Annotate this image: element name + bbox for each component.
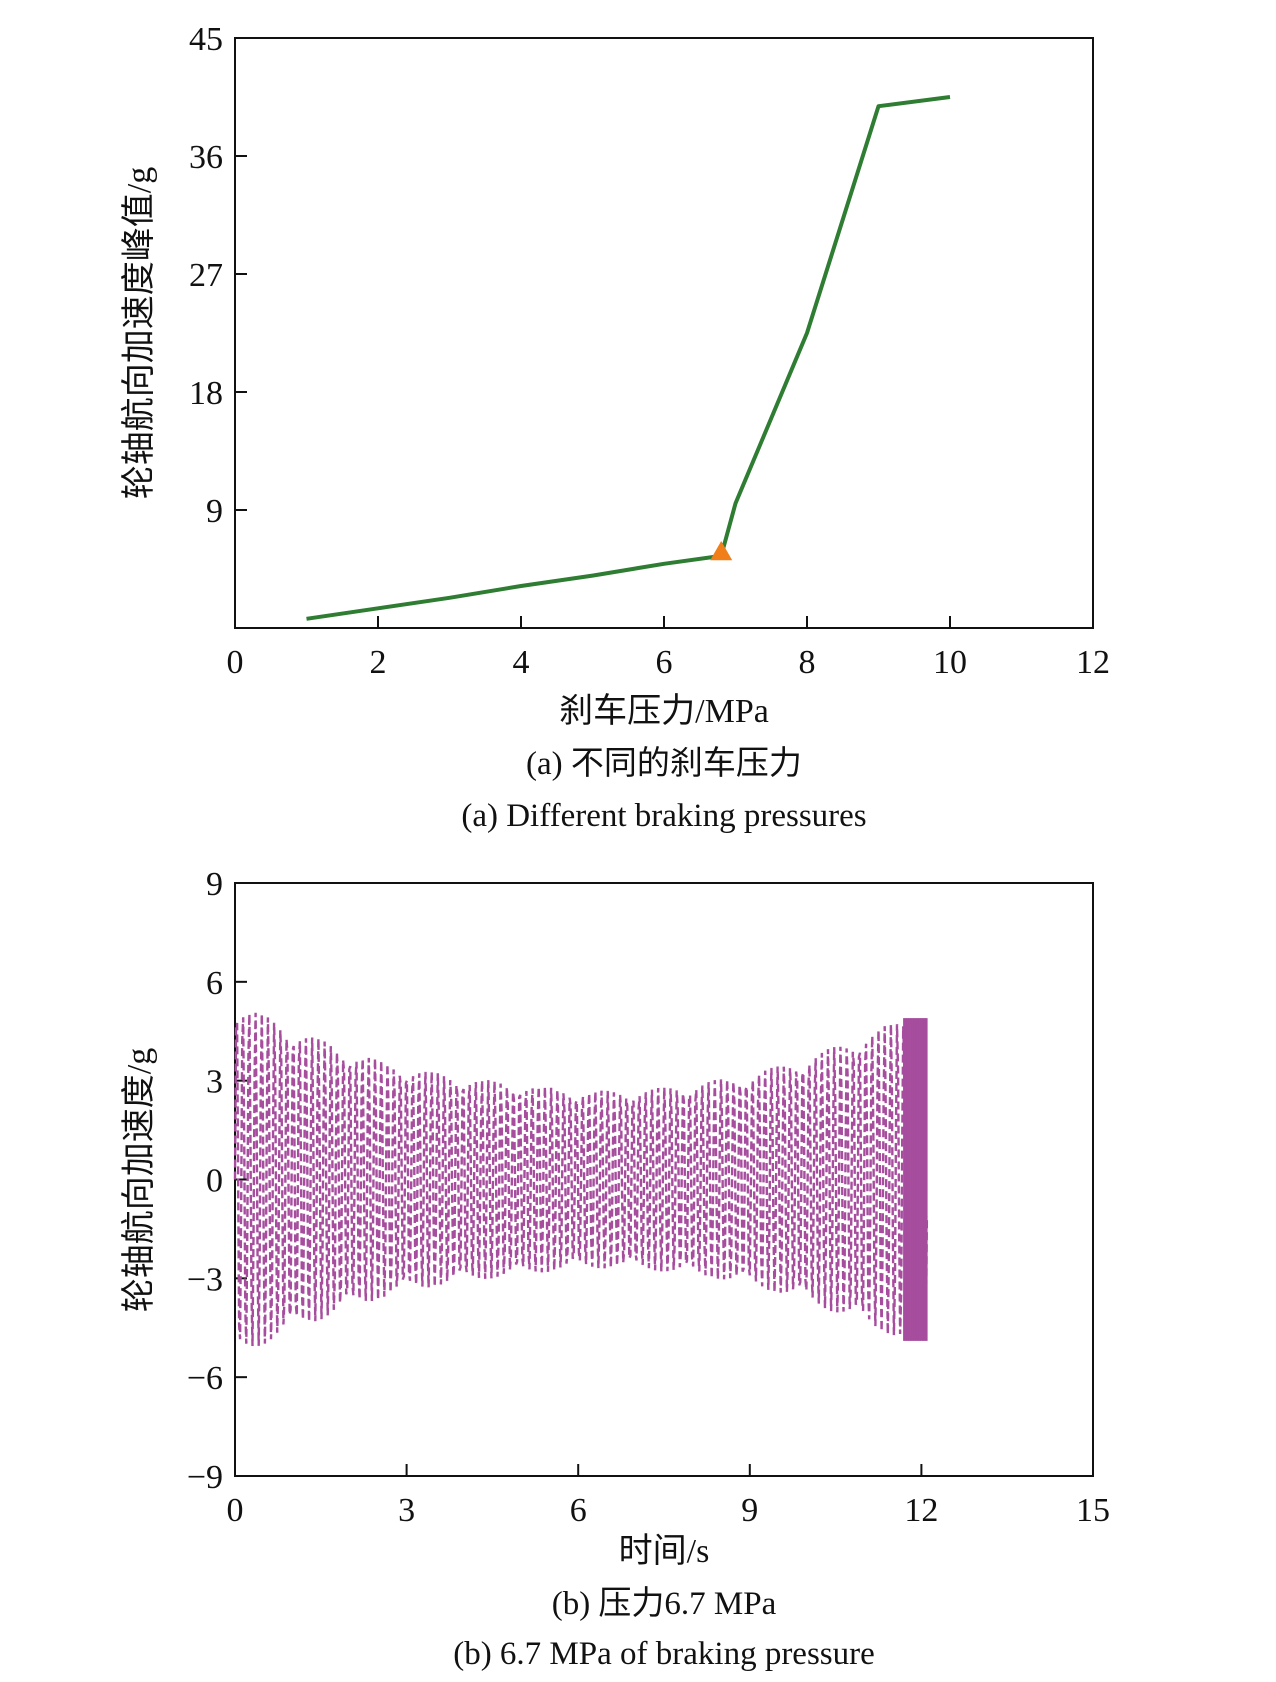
chart-b-series-line xyxy=(233,1012,929,1347)
chart-a-y-tick-label: 27 xyxy=(189,257,223,294)
chart-b-x-tick-label: 3 xyxy=(398,1492,415,1529)
chart-a-y-axis-label: 轮轴航向加速度峰值/g xyxy=(120,167,158,499)
chart-a-x-tick-label: 2 xyxy=(370,644,387,681)
chart-b-x-tick-label: 15 xyxy=(1076,1492,1110,1529)
chart-a-marker-group xyxy=(710,540,733,561)
chart-a-ticks: 0 2 4 6 8 10 12 9 18 27 36 45 xyxy=(189,21,1110,681)
chart-b-y-tick-label: 3 xyxy=(206,1064,223,1101)
chart-a-caption-en: (a) Different braking pressures xyxy=(461,798,866,834)
chart-a-x-tick-label: 10 xyxy=(933,644,967,681)
chart-b-y-tick-label: 9 xyxy=(206,866,223,903)
chart-b-series xyxy=(233,1012,929,1347)
chart-a-series xyxy=(306,95,951,621)
chart-a-y-tick-label: 9 xyxy=(206,493,223,530)
chart-b-x-tick-label: 6 xyxy=(570,1492,587,1529)
chart-a-y-tick-label: 18 xyxy=(189,375,223,412)
chart-a-x-tick-label: 4 xyxy=(513,644,530,681)
chart-b-caption-en: (b) 6.7 MPa of braking pressure xyxy=(453,1636,875,1672)
chart-b-y-tick-label: 6 xyxy=(206,965,223,1002)
chart-a-x-tick-label: 12 xyxy=(1076,644,1110,681)
chart-b-y-tick-label: −6 xyxy=(187,1360,223,1397)
chart-a-caption-cn: (a) 不同的刹车压力 xyxy=(526,745,802,782)
chart-a-x-tick-label: 6 xyxy=(656,644,673,681)
chart-b: 0 3 6 9 12 15 −9 −6 −3 0 3 6 9 时间/s 轮轴航向加速度/g (b) 压力… xyxy=(120,866,1110,1672)
chart-a-x-axis-label: 刹车压力/MPa xyxy=(559,692,769,730)
chart-b-x-tick-label: 12 xyxy=(904,1492,938,1529)
chart-b-y-tick-label: −3 xyxy=(187,1261,223,1298)
chart-a-y-tick-label: 36 xyxy=(189,139,223,176)
chart-a-y-tick-label: 45 xyxy=(189,21,223,58)
chart-b-y-axis-label: 轮轴航向加速度/g xyxy=(120,1048,158,1312)
chart-a-triangle-marker xyxy=(710,540,733,561)
chart-b-caption-cn: (b) 压力6.7 MPa xyxy=(552,1585,777,1622)
chart-a-plot-frame xyxy=(234,37,1094,629)
chart-b-x-axis-label: 时间/s xyxy=(619,1533,710,1570)
chart-b-ticks: 0 3 6 9 12 15 −9 −6 −3 0 3 6 9 xyxy=(187,866,1110,1529)
chart-a-series-line xyxy=(306,95,951,621)
chart-a-x-tick-label: 8 xyxy=(799,644,816,681)
chart-b-y-tick-label: 0 xyxy=(206,1163,223,1200)
chart-b-y-tick-label: −9 xyxy=(187,1459,223,1496)
chart-b-x-tick-label: 0 xyxy=(227,1492,244,1529)
chart-b-x-tick-label: 9 xyxy=(741,1492,758,1529)
chart-a-x-tick-label: 0 xyxy=(227,644,244,681)
